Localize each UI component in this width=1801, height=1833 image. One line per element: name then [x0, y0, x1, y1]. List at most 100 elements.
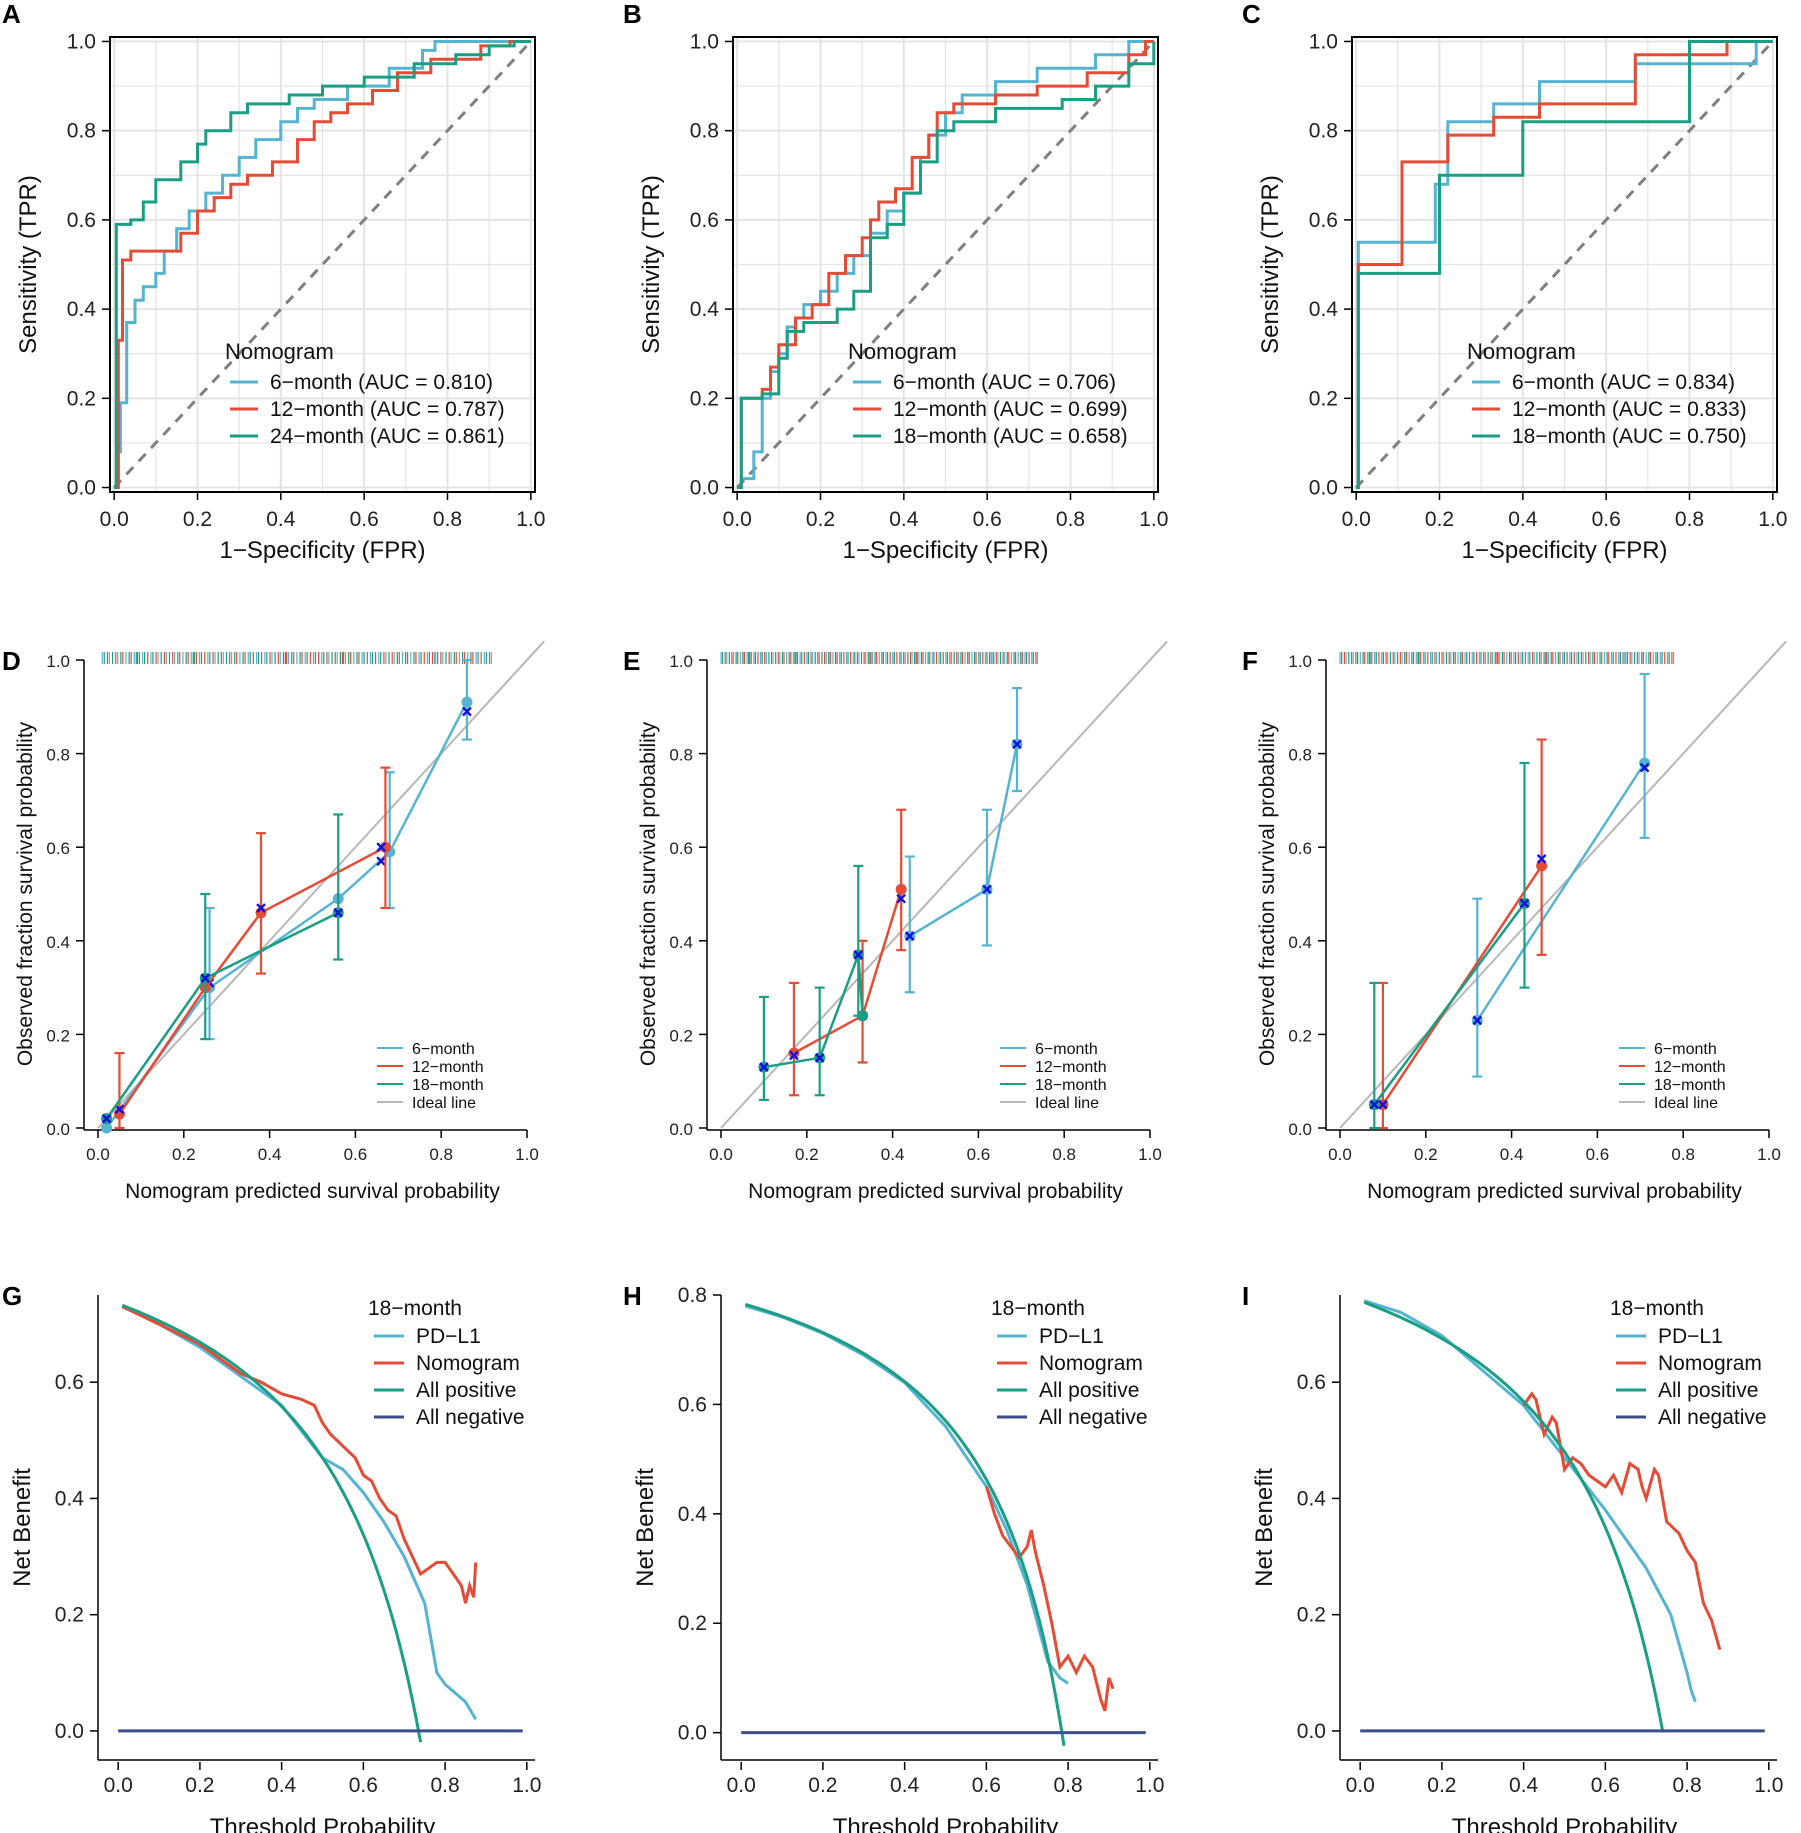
x-tick-label: 1.0	[1139, 508, 1168, 531]
bootstrap-cross	[1639, 762, 1650, 773]
legend-title: 18−month	[1610, 1297, 1704, 1320]
y-tick-label: 0.8	[678, 1284, 707, 1307]
bootstrap-cross	[853, 949, 864, 960]
bootstrap-cross	[814, 1052, 825, 1063]
x-tick-label: 0.6	[1591, 1774, 1620, 1797]
x-tick-label: 0.4	[1500, 1145, 1524, 1164]
y-tick-label: 0.4	[678, 1503, 708, 1526]
y-tick-label: 0.6	[55, 1371, 84, 1394]
y-tick-label: 0.6	[67, 209, 96, 232]
y-axis-title: Sensitivity (TPR)	[15, 175, 42, 354]
x-tick-label: 0.2	[806, 508, 835, 531]
y-tick-label: 0.6	[678, 1393, 707, 1416]
y-tick-label: 0.8	[690, 120, 719, 143]
x-tick-label: 0.4	[881, 1145, 905, 1164]
bootstrap-cross	[376, 842, 386, 853]
ideal-line	[97, 640, 545, 1129]
rug	[720, 652, 1039, 664]
x-tick-label: 0.2	[1425, 508, 1454, 531]
legend-entry: Nomogram	[416, 1352, 520, 1375]
legend-entry: 18−month	[412, 1077, 484, 1094]
legend-entry: PD−L1	[1658, 1325, 1723, 1348]
panel-A: A 0.0 0.2 0.4 0.6 0.8 1.0 0.0 0.2 0.4 0.6 0.8 1.0 1−S…	[2, 0, 545, 564]
ideal-line	[720, 640, 1168, 1129]
y-tick-label: 0.4	[55, 1487, 85, 1510]
bootstrap-cross	[114, 1104, 125, 1115]
x-tick-label: 1.0	[1758, 508, 1787, 531]
legend-title: Nomogram	[225, 339, 334, 364]
calibration-line-2	[105, 911, 339, 1120]
panel-label: B	[623, 0, 642, 29]
y-tick-label: 0.4	[690, 298, 720, 321]
y-tick-label: 0.0	[67, 477, 96, 500]
plot-frame	[732, 36, 1159, 493]
y-tick-label: 0.0	[1288, 1120, 1312, 1139]
x-tick-label: 0.4	[1508, 508, 1538, 531]
x-tick-label: 0.4	[266, 508, 296, 531]
legend-title: 18−month	[991, 1297, 1085, 1320]
legend-entry: 12−month	[412, 1059, 484, 1076]
x-tick-label: 1.0	[515, 1145, 539, 1164]
panel-label: H	[623, 1281, 642, 1311]
panel-label: E	[623, 646, 640, 676]
calibration-point	[461, 696, 473, 708]
calibration-point	[101, 1122, 113, 1134]
y-tick-label: 0.4	[669, 933, 693, 952]
y-tick-label: 0.0	[46, 1120, 70, 1139]
panel-C: C 0.0 0.2 0.4 0.6 0.8 1.0 0.0 0.2 0.4 0.6 0.8 1.0 1−S…	[1242, 0, 1787, 564]
calibration-line-0	[909, 743, 1019, 938]
bootstrap-cross	[759, 1062, 769, 1073]
legend-entry: 18−month (AUC = 0.658)	[893, 425, 1128, 448]
x-tick-label: 0.8	[429, 1145, 453, 1164]
y-tick-label: 0.0	[55, 1720, 84, 1743]
x-tick-label: 0.6	[1586, 1145, 1610, 1164]
legend-title: Nomogram	[848, 339, 957, 364]
x-axis-title: Nomogram predicted survival probability	[1367, 1180, 1742, 1203]
roc-curve-0	[1356, 40, 1773, 489]
y-tick-label: 0.6	[690, 209, 719, 232]
y-tick-label: 0.2	[1288, 1026, 1312, 1045]
y-tick-label: 0.6	[1288, 839, 1312, 858]
x-tick-label: 0.6	[344, 1145, 368, 1164]
x-tick-label: 0.4	[267, 1774, 297, 1797]
panel-label: C	[1242, 0, 1261, 29]
dca-curve-2	[121, 1303, 423, 1743]
y-tick-label: 1.0	[669, 652, 693, 671]
x-tick-label: 0.4	[890, 1774, 920, 1797]
x-tick-label: 1.0	[1138, 1145, 1162, 1164]
y-tick-label: 0.2	[67, 387, 96, 410]
panel-label: G	[2, 1281, 22, 1311]
y-tick-label: 0.4	[67, 298, 97, 321]
y-tick-label: 1.0	[46, 652, 70, 671]
roc-curve-2	[737, 41, 1156, 489]
x-tick-label: 1.0	[1135, 1774, 1164, 1797]
x-tick-label: 0.2	[185, 1774, 214, 1797]
y-axis-title: Sensitivity (TPR)	[1257, 175, 1284, 354]
bootstrap-cross	[333, 907, 344, 918]
x-tick-label: 0.4	[1509, 1774, 1539, 1797]
bootstrap-cross	[1012, 739, 1022, 750]
x-tick-label: 0.6	[973, 508, 1002, 531]
legend-entry: Ideal line	[1035, 1095, 1099, 1112]
x-axis-title: 1−Specificity (FPR)	[842, 537, 1048, 564]
y-tick-label: 0.4	[1297, 1487, 1327, 1510]
legend-entry: 6−month	[1035, 1041, 1098, 1058]
y-tick-label: 1.0	[1309, 30, 1338, 53]
legend-entry: 18−month	[1035, 1077, 1107, 1094]
y-tick-label: 0.8	[46, 746, 70, 765]
x-tick-label: 0.0	[723, 508, 752, 531]
calibration-line-0	[1476, 762, 1646, 1022]
y-tick-label: 0.6	[1297, 1371, 1326, 1394]
legend-entry: 6−month (AUC = 0.834)	[1512, 371, 1735, 394]
x-tick-label: 0.2	[1414, 1145, 1438, 1164]
dca-curve-1	[984, 1486, 1115, 1712]
y-tick-label: 0.2	[46, 1026, 70, 1045]
y-tick-label: 1.0	[690, 30, 719, 53]
x-axis-title: Threshold Probability	[210, 1814, 435, 1833]
y-tick-label: 0.2	[55, 1604, 84, 1627]
y-axis-title: Observed fraction survival probability	[1256, 721, 1279, 1066]
y-tick-label: 0.8	[1309, 120, 1338, 143]
calibration-point	[895, 883, 907, 895]
y-tick-label: 0.0	[678, 1722, 707, 1745]
